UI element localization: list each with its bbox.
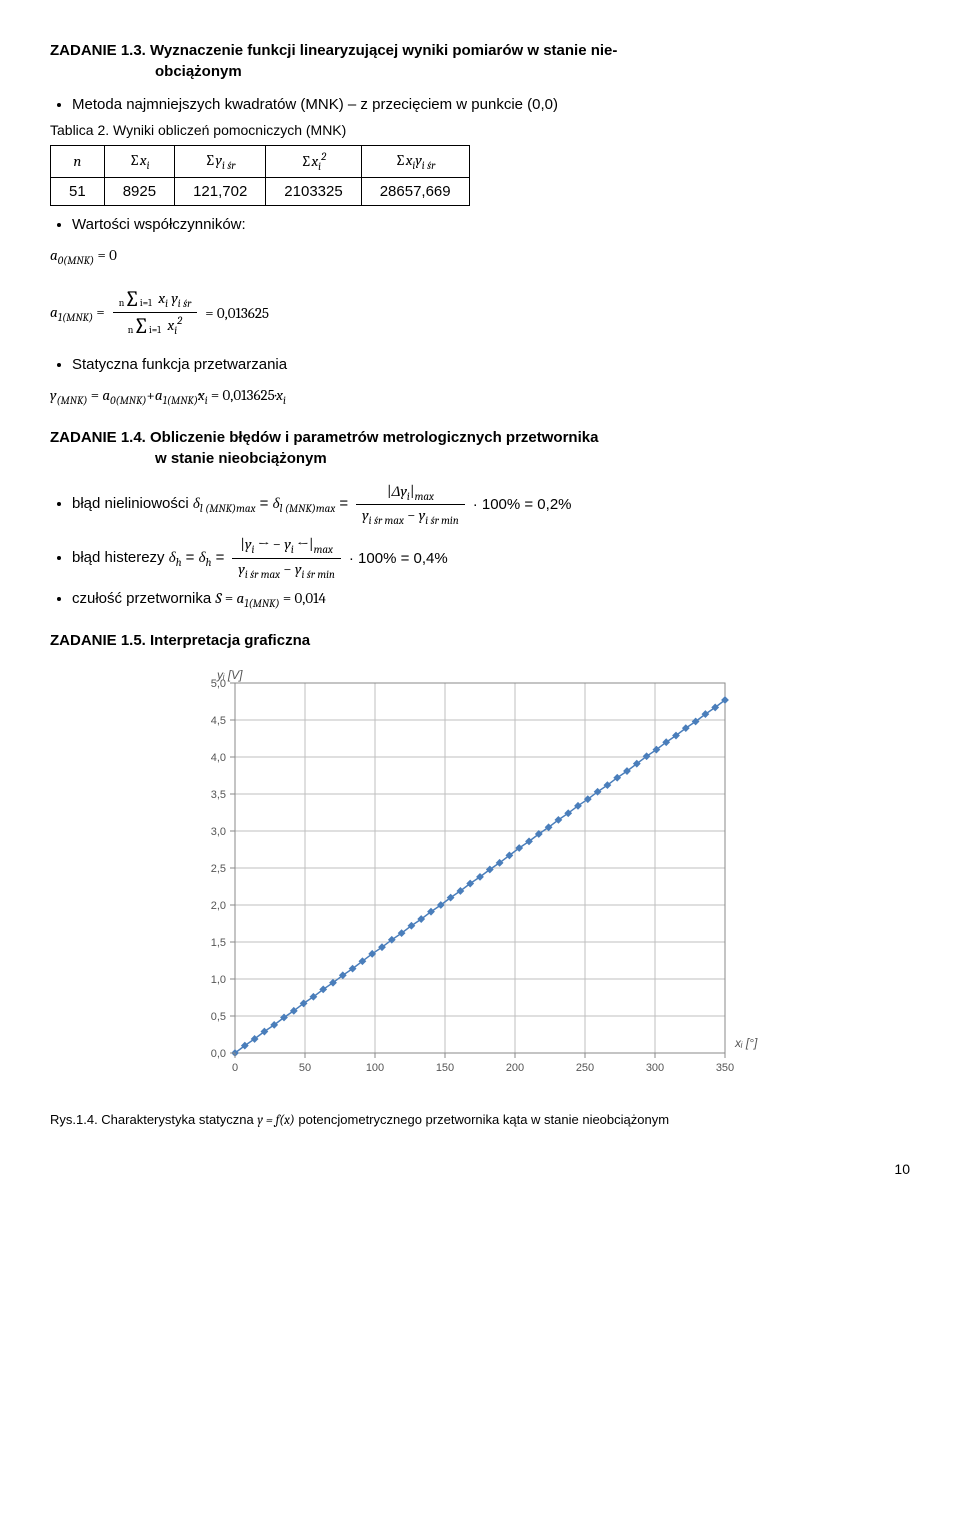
table2-h1: ∑xi bbox=[104, 145, 174, 177]
svg-text:yᵢ [V]: yᵢ [V] bbox=[216, 668, 243, 682]
fig-caption-post: potencjometrycznego przetwornika kąta w … bbox=[295, 1112, 669, 1127]
svg-text:2,5: 2,5 bbox=[211, 863, 226, 875]
svg-text:0: 0 bbox=[232, 1062, 238, 1074]
svg-text:0,0: 0,0 bbox=[211, 1048, 226, 1060]
table2-header-row: n ∑xi ∑yi śr ∑xi2 ∑xiyi śr bbox=[51, 145, 470, 177]
svg-text:250: 250 bbox=[576, 1062, 594, 1074]
a1-result: = 0,013625 bbox=[205, 304, 269, 322]
chart-svg: 0 50 100 150 200 250 300 350 0,0 0,5 1,0 1,5 2,0 2,5 3… bbox=[180, 663, 780, 1093]
svg-text:2,0: 2,0 bbox=[211, 900, 226, 912]
z13-bullets-1: Metoda najmniejszych kwadratów (MNK) – z… bbox=[72, 94, 910, 115]
table2-c4: 28657,669 bbox=[361, 177, 469, 205]
svg-text:4,5: 4,5 bbox=[211, 715, 226, 727]
z13-bullets-3: Statyczna funkcja przetwarzania bbox=[72, 354, 910, 375]
svg-text:1,0: 1,0 bbox=[211, 974, 226, 986]
hyst-tail: · 100% = 0,4% bbox=[349, 548, 448, 569]
chart-container: 0 50 100 150 200 250 300 350 0,0 0,5 1,0 1,5 2,0 2,5 3… bbox=[50, 663, 910, 1099]
svg-text:xᵢ [°]: xᵢ [°] bbox=[734, 1036, 758, 1050]
svg-text:4,0: 4,0 bbox=[211, 752, 226, 764]
a0-equation: a0(MNK) = 0 bbox=[50, 245, 910, 268]
heading-z14-line2: w stanie nieobciążonym bbox=[50, 448, 910, 469]
z13-bullet-coeffs: Wartości współczynników: bbox=[72, 214, 910, 235]
heading-z14: ZADANIE 1.4. Obliczenie błędów i paramet… bbox=[50, 427, 910, 469]
table2-h4: ∑xiyi śr bbox=[361, 145, 469, 177]
z14-bullet-nonlinearity: błąd nieliniowości δl (MNK)max = δl (MNK… bbox=[72, 481, 910, 529]
svg-text:150: 150 bbox=[436, 1062, 454, 1074]
svg-text:200: 200 bbox=[506, 1062, 524, 1074]
table2-c3: 2103325 bbox=[266, 177, 361, 205]
table2-c2: 121,702 bbox=[175, 177, 266, 205]
fig-caption-math: y = f(x) bbox=[257, 1113, 294, 1128]
heading-z13-line2: obciążonym bbox=[50, 61, 910, 82]
table2-h0: n bbox=[51, 145, 105, 177]
svg-text:0,5: 0,5 bbox=[211, 1011, 226, 1023]
nonlin-tail: · 100% = 0,2% bbox=[473, 494, 572, 515]
svg-text:100: 100 bbox=[366, 1062, 384, 1074]
svg-text:3,5: 3,5 bbox=[211, 789, 226, 801]
table2-c0: 51 bbox=[51, 177, 105, 205]
svg-text:350: 350 bbox=[716, 1062, 734, 1074]
z14-bullet-sensitivity: czułość przetwornika S = a1(MNK) = 0,014 bbox=[72, 588, 910, 611]
table2-h2: ∑yi śr bbox=[175, 145, 266, 177]
heading-z13-line1: ZADANIE 1.3. Wyznaczenie funkcji lineary… bbox=[50, 42, 617, 59]
table2-data-row: 51 8925 121,702 2103325 28657,669 bbox=[51, 177, 470, 205]
page-number: 10 bbox=[50, 1160, 910, 1180]
z13-bullet-method: Metoda najmniejszych kwadratów (MNK) – z… bbox=[72, 94, 910, 115]
z14-bullets: błąd nieliniowości δl (MNK)max = δl (MNK… bbox=[72, 481, 910, 612]
svg-text:1,5: 1,5 bbox=[211, 937, 226, 949]
svg-text:3,0: 3,0 bbox=[211, 826, 226, 838]
a1-equation: a1(MNK) = n∑i=1 xi yi śr n∑i=1 xi2 = 0,0… bbox=[50, 288, 269, 338]
table2-h3: ∑xi2 bbox=[266, 145, 361, 177]
table2-c1: 8925 bbox=[104, 177, 174, 205]
z14-bullet-hysteresis: błąd histerezy δh = δh = |yi → − yi ←|ma… bbox=[72, 534, 910, 582]
table2: n ∑xi ∑yi śr ∑xi2 ∑xiyi śr 51 8925 121,7… bbox=[50, 145, 470, 206]
yfunc-equation: y(MNK) = a0(MNK)+a1(MNK)·xi = 0,013625·x… bbox=[50, 385, 910, 408]
z13-bullet-static-fn: Statyczna funkcja przetwarzania bbox=[72, 354, 910, 375]
fig-caption-pre: Rys.1.4. Charakterystyka statyczna bbox=[50, 1112, 257, 1127]
svg-text:50: 50 bbox=[299, 1062, 311, 1074]
heading-z13: ZADANIE 1.3. Wyznaczenie funkcji lineary… bbox=[50, 40, 910, 82]
svg-text:300: 300 bbox=[646, 1062, 664, 1074]
figure-caption: Rys.1.4. Charakterystyka statyczna y = f… bbox=[50, 1111, 910, 1130]
heading-z15: ZADANIE 1.5. Interpretacja graficzna bbox=[50, 630, 910, 651]
table2-caption: Tablica 2. Wyniki obliczeń pomocniczych … bbox=[50, 121, 910, 141]
z13-bullets-2: Wartości współczynników: bbox=[72, 214, 910, 235]
heading-z14-line1: ZADANIE 1.4. Obliczenie błędów i paramet… bbox=[50, 429, 598, 446]
